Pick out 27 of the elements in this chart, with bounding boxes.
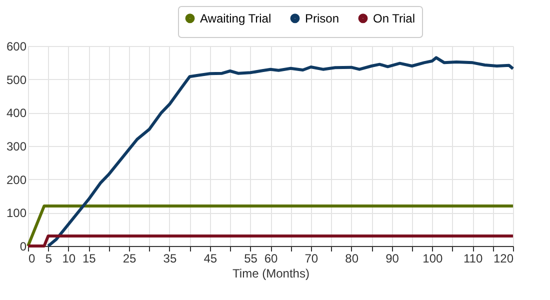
x-tick-label: 80 [345, 252, 359, 266]
x-tick-label: 25 [122, 252, 137, 266]
line-series [46, 56, 514, 248]
legend-label: Awaiting Trial [200, 11, 272, 26]
legend-label: On Trial [373, 11, 416, 26]
y-tick-label: 300 [6, 140, 27, 154]
x-tick-label: 70 [304, 252, 318, 266]
x-tick-label: 90 [386, 252, 400, 266]
x-tick-label: 55 [244, 252, 258, 266]
x-tick-label: 0 [28, 252, 36, 266]
x-tick-label: 110 [464, 252, 483, 266]
x-tick-label: 120 [493, 252, 514, 266]
x-tick-label: 35 [163, 252, 177, 266]
legend-label: Prison [305, 11, 340, 26]
x-tick-label: 15 [82, 252, 96, 266]
y-tick-label: 600 [6, 40, 27, 54]
y-tick-label: 0 [20, 240, 27, 254]
x-tick-label: 60 [264, 252, 278, 266]
x-tick-label: 100 [422, 252, 443, 266]
y-tick-label: 200 [6, 172, 27, 187]
x-tick-label: 10 [62, 252, 76, 266]
y-tick-label: 400 [6, 106, 27, 120]
x-tick-label: 45 [204, 252, 218, 266]
x-axis-title: Time (Months) [232, 266, 310, 280]
x-tick-label: 5 [45, 252, 52, 266]
y-tick-label: 100 [6, 206, 27, 220]
y-tick-label: 500 [6, 72, 27, 87]
